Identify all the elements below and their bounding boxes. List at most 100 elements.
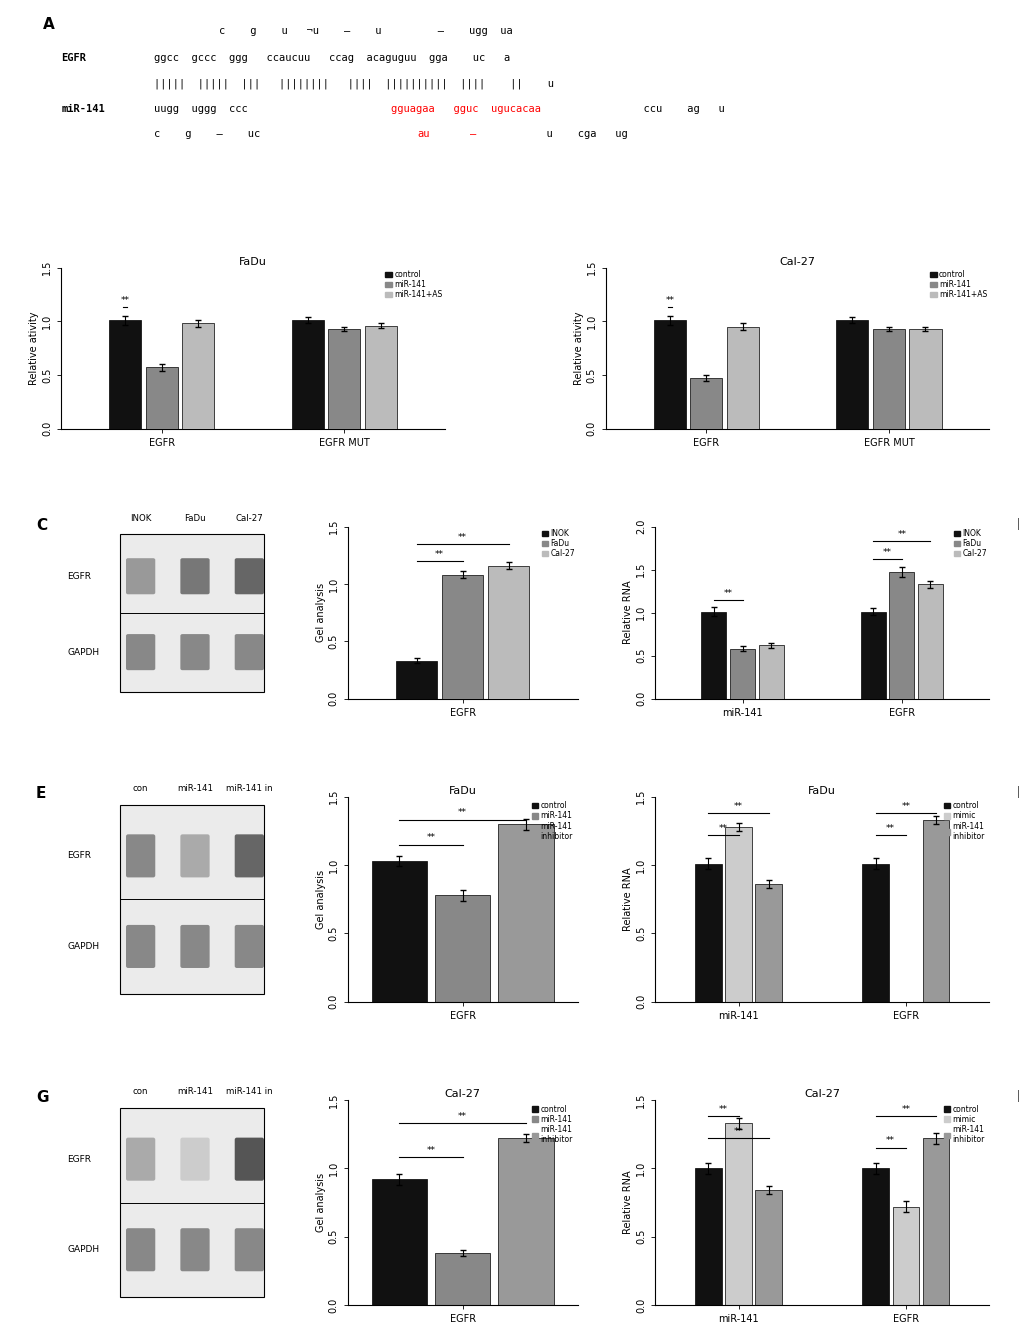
Text: D: D: [1015, 518, 1019, 533]
Text: GAPDH: GAPDH: [67, 1246, 100, 1255]
Text: ggcc  gccc  ggg   ccaucuu   ccag  acaguguu  gga    uc   a: ggcc gccc ggg ccaucuu ccag acaguguu gga …: [154, 53, 510, 62]
Bar: [434, 1253, 490, 1305]
Bar: [119, 1108, 264, 1297]
Bar: [653, 321, 685, 428]
Bar: [725, 1124, 751, 1305]
FancyBboxPatch shape: [126, 835, 155, 877]
FancyBboxPatch shape: [180, 1138, 210, 1181]
Bar: [889, 572, 913, 698]
Text: H: H: [1015, 1089, 1019, 1105]
Text: **: **: [901, 1105, 909, 1114]
Bar: [922, 820, 949, 1002]
Text: **: **: [718, 1105, 728, 1114]
Bar: [700, 612, 726, 698]
Text: miR-141: miR-141: [177, 783, 213, 792]
Legend: control, miR-141, miR-141
inhibitor: control, miR-141, miR-141 inhibitor: [531, 800, 573, 841]
Text: c    g    —    uc: c g — uc: [154, 129, 322, 139]
Text: **: **: [718, 824, 728, 832]
Legend: INOK, FaDu, Cal-27: INOK, FaDu, Cal-27: [952, 529, 987, 559]
Text: miR-141 in: miR-141 in: [226, 1086, 272, 1096]
FancyBboxPatch shape: [180, 1228, 210, 1271]
Text: **: **: [734, 802, 742, 811]
Bar: [497, 824, 553, 1002]
Bar: [434, 896, 490, 1002]
Text: miR-141: miR-141: [177, 1086, 213, 1096]
Text: uugg  uggg  ccc: uugg uggg ccc: [154, 103, 266, 114]
Text: miR-141: miR-141: [61, 103, 105, 114]
Title: Cal-27: Cal-27: [444, 1089, 480, 1100]
Bar: [892, 1207, 918, 1305]
Text: **: **: [882, 549, 891, 558]
Text: **: **: [664, 297, 674, 306]
Bar: [371, 861, 427, 1002]
Text: **: **: [435, 550, 443, 559]
Text: **: **: [886, 824, 895, 832]
Text: **: **: [722, 588, 732, 598]
FancyBboxPatch shape: [180, 925, 210, 969]
Bar: [488, 566, 528, 698]
Bar: [442, 575, 482, 698]
Legend: INOK, FaDu, Cal-27: INOK, FaDu, Cal-27: [540, 529, 576, 559]
Y-axis label: Relative ativity: Relative ativity: [30, 311, 40, 384]
Legend: control, mimic, miR-141
inhibitor: control, mimic, miR-141 inhibitor: [942, 1104, 984, 1145]
Bar: [119, 804, 264, 994]
Title: FaDu: FaDu: [807, 786, 836, 796]
Text: EGFR: EGFR: [67, 572, 92, 580]
Bar: [755, 1190, 782, 1305]
Text: A: A: [43, 17, 54, 32]
Y-axis label: Relative RNA: Relative RNA: [623, 580, 633, 644]
Bar: [109, 321, 141, 428]
Text: GAPDH: GAPDH: [67, 942, 100, 951]
Text: EGFR: EGFR: [67, 1154, 92, 1163]
Bar: [730, 649, 754, 698]
Title: FaDu: FaDu: [238, 257, 267, 266]
Bar: [727, 327, 758, 428]
Legend: control, miR-141, miR-141+AS: control, miR-141, miR-141+AS: [384, 269, 443, 299]
Text: F: F: [1015, 787, 1019, 802]
Legend: control, mimic, miR-141
inhibitor: control, mimic, miR-141 inhibitor: [942, 800, 984, 841]
Bar: [862, 1169, 888, 1305]
Text: **: **: [120, 297, 129, 306]
Legend: control, miR-141, miR-141
inhibitor: control, miR-141, miR-141 inhibitor: [531, 1104, 573, 1145]
Title: FaDu: FaDu: [448, 786, 476, 796]
Y-axis label: Gel analysis: Gel analysis: [316, 869, 325, 929]
Y-axis label: Relative ativity: Relative ativity: [574, 311, 584, 384]
Text: G: G: [36, 1089, 49, 1105]
Title: Cal-27: Cal-27: [803, 1089, 840, 1100]
Text: ccu    ag   u: ccu ag u: [631, 103, 725, 114]
Text: miR-141 in: miR-141 in: [226, 783, 272, 792]
FancyBboxPatch shape: [126, 925, 155, 969]
FancyBboxPatch shape: [180, 835, 210, 877]
FancyBboxPatch shape: [234, 1228, 264, 1271]
Text: gguagaa   gguc  ugucacaa: gguagaa gguc ugucacaa: [390, 103, 540, 114]
FancyBboxPatch shape: [126, 635, 155, 670]
Bar: [690, 378, 721, 428]
Bar: [862, 864, 888, 1002]
Bar: [917, 584, 943, 698]
Bar: [755, 884, 782, 1002]
Text: —: —: [469, 129, 476, 139]
FancyBboxPatch shape: [126, 558, 155, 595]
Text: **: **: [897, 530, 906, 539]
Text: EGFR: EGFR: [67, 852, 92, 860]
Bar: [872, 329, 904, 428]
Legend: control, miR-141, miR-141+AS: control, miR-141, miR-141+AS: [928, 269, 987, 299]
Text: **: **: [426, 833, 435, 843]
Text: EGFR: EGFR: [61, 53, 87, 62]
Text: **: **: [458, 808, 467, 818]
FancyBboxPatch shape: [180, 635, 210, 670]
Text: **: **: [458, 533, 467, 542]
Bar: [725, 827, 751, 1002]
Bar: [922, 1138, 949, 1305]
Text: **: **: [886, 1137, 895, 1145]
FancyBboxPatch shape: [234, 558, 264, 595]
Bar: [328, 329, 360, 428]
Y-axis label: Gel analysis: Gel analysis: [316, 1173, 325, 1232]
Bar: [695, 864, 721, 1002]
Bar: [396, 661, 436, 698]
Text: **: **: [458, 1112, 467, 1121]
Text: **: **: [426, 1146, 435, 1155]
Text: |||||  |||||  |||   ||||||||   ||||  ||||||||||  ||||    ||    u: ||||| ||||| ||| |||||||| |||| ||||||||||…: [154, 78, 553, 89]
Text: con: con: [132, 783, 148, 792]
Title: Cal-27: Cal-27: [779, 257, 815, 266]
